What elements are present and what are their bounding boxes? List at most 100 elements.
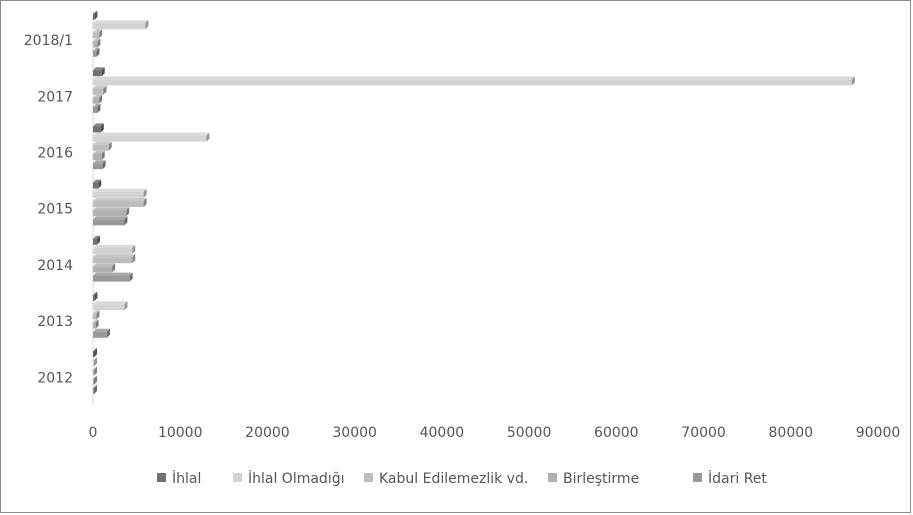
bar-top-face <box>93 245 136 248</box>
bar-end-face <box>108 141 112 151</box>
bar-top-face <box>93 310 100 314</box>
bar <box>93 32 100 39</box>
bar-end-face <box>126 207 130 217</box>
y-tick-label: 2017 <box>37 89 73 105</box>
bar-top-face <box>93 301 128 305</box>
bar <box>93 295 95 301</box>
legend-swatch <box>233 473 242 482</box>
bar-end-face <box>143 188 147 198</box>
bar-top-face <box>93 160 106 164</box>
bar-end-face <box>94 348 97 358</box>
bar-top-face <box>93 85 107 89</box>
bar <box>93 275 130 282</box>
bar-top-face <box>93 272 133 276</box>
bar-end-face <box>94 11 98 20</box>
x-tick-label: 50000 <box>507 425 552 441</box>
x-tick-label: 90000 <box>856 425 901 441</box>
bar-end-face <box>94 375 97 385</box>
y-tick-label: 2018/1 <box>24 33 73 49</box>
bar-end-face <box>106 328 110 338</box>
y-tick-label: 2014 <box>37 258 73 274</box>
x-tick-label: 70000 <box>681 425 726 441</box>
bar-top-face <box>93 216 128 220</box>
bar <box>93 257 133 264</box>
bar <box>93 88 104 95</box>
bar <box>93 248 133 254</box>
bar-top-face <box>93 235 100 239</box>
legend-swatch <box>364 473 373 482</box>
bar-top-face <box>93 375 97 379</box>
bar <box>93 23 146 30</box>
bar <box>93 201 144 207</box>
bar-end-face <box>98 179 102 189</box>
y-tick-label: 2016 <box>37 146 73 162</box>
x-tick-label: 30000 <box>332 425 377 441</box>
bar <box>93 322 96 329</box>
bar-top-face <box>93 263 116 267</box>
bar-end-face <box>129 272 133 282</box>
bar-end-face <box>124 216 128 226</box>
bar-top-face <box>93 357 97 361</box>
bar <box>93 97 100 104</box>
bar-end-face <box>94 385 97 394</box>
legend-swatch <box>157 473 166 482</box>
bar-top-face <box>93 366 97 370</box>
bar-top-face <box>93 292 98 295</box>
bar-top-face <box>93 385 97 388</box>
bar-end-face <box>132 245 136 254</box>
bar-top-face <box>93 20 149 24</box>
bar-top-face <box>93 11 98 14</box>
x-tick-label: 60000 <box>594 425 639 441</box>
bar-end-face <box>145 20 149 30</box>
bar <box>93 70 102 77</box>
bar <box>93 126 101 133</box>
bar-top-face <box>93 179 102 183</box>
bar <box>93 313 97 320</box>
bar <box>93 50 97 57</box>
bar-end-face <box>97 38 101 48</box>
bar <box>93 135 207 142</box>
bar <box>93 163 103 170</box>
bar-end-face <box>97 104 101 113</box>
bar-top-face <box>93 47 100 51</box>
bar-top-face <box>93 29 103 33</box>
bar <box>93 41 98 48</box>
x-tick-label: 10000 <box>158 425 203 441</box>
bar-end-face <box>102 160 106 170</box>
bar <box>93 266 113 273</box>
bar <box>93 238 97 245</box>
x-tick-label: 80000 <box>769 425 814 441</box>
bar-end-face <box>95 319 99 329</box>
bar-top-face <box>93 76 855 80</box>
bar-end-face <box>132 254 136 264</box>
bar-end-face <box>112 263 116 273</box>
bar-top-face <box>93 141 112 145</box>
bar <box>93 14 95 20</box>
bar-end-face <box>96 47 100 57</box>
bar-top-face <box>93 348 97 352</box>
bar-end-face <box>143 198 147 207</box>
y-tick-label: 2013 <box>37 314 73 330</box>
bar-end-face <box>101 67 105 77</box>
bar-top-face <box>93 67 105 71</box>
legend-label: Birleştirme <box>563 471 639 487</box>
bar <box>93 219 125 226</box>
legend-swatch <box>548 473 557 482</box>
bar-top-face <box>93 132 210 136</box>
bar-top-face <box>93 328 110 332</box>
bar-top-face <box>93 151 105 154</box>
bar-end-face <box>99 29 103 39</box>
bar-end-face <box>96 235 100 245</box>
bar <box>93 107 98 113</box>
legend-label: İhlal Olmadığı <box>248 469 345 487</box>
x-tick-label: 0 <box>89 425 98 441</box>
bar <box>93 304 125 311</box>
bar-top-face <box>93 254 136 258</box>
bar <box>93 331 107 338</box>
bar-end-face <box>94 292 98 301</box>
bar <box>93 388 94 394</box>
bar-end-face <box>94 357 97 367</box>
bar-end-face <box>100 123 104 133</box>
